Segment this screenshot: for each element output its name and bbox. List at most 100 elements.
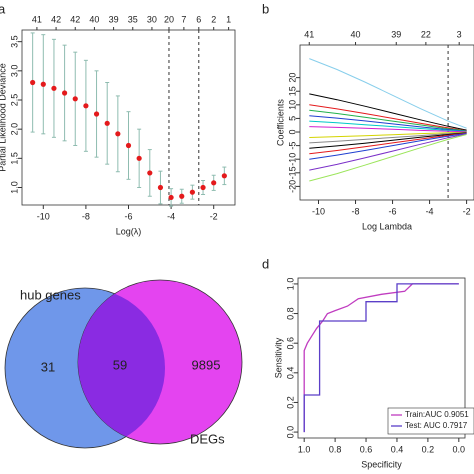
point: [136, 155, 142, 161]
coef-line: [309, 132, 467, 160]
y-axis-label: Partial Likelihood Deviance: [0, 63, 7, 172]
coef-line: [309, 93, 467, 131]
overlap: [78, 288, 165, 444]
point: [51, 85, 57, 91]
y-tick-label: 1.0: [9, 181, 19, 194]
point: [104, 120, 110, 126]
point: [62, 90, 68, 96]
top-tick-label: 2: [211, 14, 216, 24]
point: [200, 184, 206, 191]
y-tick-label: 5: [287, 116, 297, 121]
plot-box: [299, 44, 474, 201]
roc-curve: [303, 283, 459, 433]
top-tick-label: 40: [89, 14, 99, 24]
point: [211, 180, 217, 186]
coef-line: [309, 104, 467, 132]
point: [221, 173, 227, 179]
point: [168, 194, 174, 201]
top-tick-label: 3: [457, 29, 462, 39]
top-tick-label: 20: [164, 14, 174, 24]
x-tick-label: -10: [312, 206, 325, 216]
x-tick-label: 1.0: [298, 444, 311, 454]
top-tick-label: 30: [147, 14, 157, 24]
x-tick-label: -8: [82, 211, 90, 221]
coef-line: [309, 132, 467, 155]
x-axis-label: Log(λ): [116, 226, 142, 236]
x-tick-label: -10: [37, 211, 50, 221]
x-tick-label: -4: [426, 206, 434, 216]
x-tick-label: 0.0: [453, 444, 466, 454]
y-tick-label: -15: [287, 166, 297, 179]
legend-box: [387, 407, 474, 435]
x-tick-label: -6: [124, 211, 132, 221]
y-tick-label: 1.0: [285, 278, 295, 291]
x-tick-label: -2: [463, 206, 471, 216]
x-tick-label: 0.4: [391, 444, 404, 454]
point: [72, 96, 78, 102]
x-axis-label: Specificity: [361, 459, 402, 469]
y-tick-label: 2.0: [9, 123, 19, 136]
panel-letter: d: [262, 256, 269, 271]
x-tick-label: -4: [167, 211, 175, 221]
y-tick-label: -5: [287, 142, 297, 150]
point: [147, 170, 153, 176]
point: [115, 131, 121, 137]
point: [30, 79, 36, 86]
point: [125, 142, 132, 149]
region-count: 59: [113, 357, 127, 372]
x-tick-label: -2: [210, 211, 218, 221]
coef-line: [309, 120, 467, 132]
top-tick-label: 1: [226, 14, 231, 24]
y-tick-label: 0.4: [285, 367, 295, 380]
top-tick-label: 22: [421, 29, 431, 39]
panel-letter: a: [0, 1, 6, 16]
top-tick-label: 41: [304, 29, 314, 39]
y-tick-label: 0.8: [285, 307, 295, 320]
legend-label: Train:AUC 0.9051: [405, 410, 469, 419]
x-tick-label: 0.8: [329, 444, 342, 454]
point: [157, 184, 164, 191]
y-tick-label: 20: [287, 73, 297, 83]
y-tick-label: 15: [287, 86, 297, 96]
x-tick-label: 0.2: [422, 444, 435, 454]
coef-line: [309, 132, 467, 149]
coef-line: [309, 126, 467, 133]
y-axis-label: Coefficients: [275, 99, 285, 146]
panel-letter: b: [262, 1, 269, 16]
top-tick-label: 42: [70, 14, 80, 24]
set-label: hub genes: [20, 287, 81, 302]
y-tick-label: 0.2: [285, 396, 295, 409]
x-axis-label: Log Lambda: [362, 221, 412, 231]
point: [179, 193, 185, 199]
x-tick-label: 0.6: [360, 444, 373, 454]
legend-label: Test: AUC 0.7917: [405, 421, 468, 430]
coef-line: [309, 109, 467, 132]
x-tick-label: -8: [352, 206, 360, 216]
top-tick-label: 7: [181, 14, 186, 24]
coef-line: [309, 133, 467, 171]
y-tick-label: 0.0: [285, 426, 295, 439]
point: [83, 103, 89, 109]
y-tick-label: 0.6: [285, 337, 295, 350]
top-tick-label: 41: [32, 14, 42, 24]
y-tick-label: -10: [287, 153, 297, 166]
y-tick-label: -20: [287, 180, 297, 193]
y-axis-label: Sensitivity: [273, 337, 283, 378]
top-tick-label: 35: [128, 14, 138, 24]
y-tick-label: 1.5: [9, 152, 19, 165]
point: [40, 81, 46, 87]
top-tick-label: 40: [351, 29, 361, 39]
region-count: 9895: [192, 357, 221, 372]
roc-curve: [303, 283, 459, 433]
point: [189, 189, 195, 195]
top-tick-label: 6: [196, 14, 201, 24]
top-tick-label: 39: [391, 29, 401, 39]
plot-box: [297, 277, 466, 439]
y-tick-label: 2.5: [9, 94, 19, 107]
point: [93, 111, 100, 117]
y-tick-label: 10: [287, 100, 297, 110]
coef-line: [309, 132, 467, 144]
coef-line: [309, 115, 467, 132]
set-label: DEGs: [190, 431, 225, 446]
